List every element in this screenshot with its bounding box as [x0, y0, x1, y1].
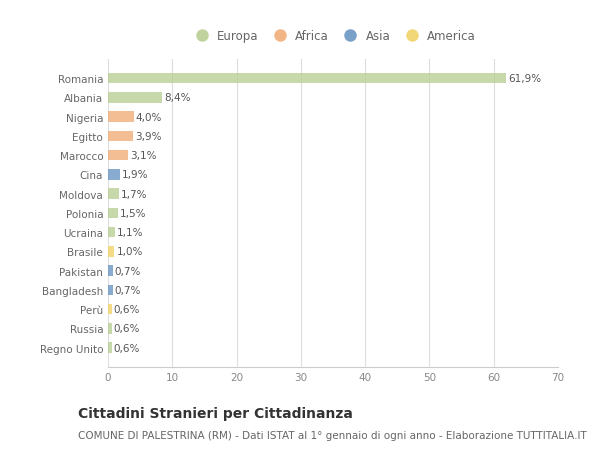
Bar [108, 324, 112, 334]
Bar [108, 73, 506, 84]
Text: COMUNE DI PALESTRINA (RM) - Dati ISTAT al 1° gennaio di ogni anno - Elaborazione: COMUNE DI PALESTRINA (RM) - Dati ISTAT a… [78, 430, 587, 440]
Text: 1,5%: 1,5% [119, 208, 146, 218]
Text: 3,1%: 3,1% [130, 151, 157, 161]
Bar [108, 246, 115, 257]
Bar [108, 189, 119, 200]
Bar [108, 285, 113, 296]
Text: 1,0%: 1,0% [116, 247, 143, 257]
Text: Cittadini Stranieri per Cittadinanza: Cittadini Stranieri per Cittadinanza [78, 406, 353, 420]
Text: 1,1%: 1,1% [117, 228, 143, 238]
Bar [108, 151, 128, 161]
Text: 0,6%: 0,6% [114, 343, 140, 353]
Text: 4,0%: 4,0% [136, 112, 162, 123]
Text: 0,6%: 0,6% [114, 304, 140, 314]
Text: 3,9%: 3,9% [135, 132, 161, 141]
Text: 1,9%: 1,9% [122, 170, 149, 180]
Bar [108, 304, 112, 315]
Bar [108, 112, 134, 123]
Legend: Europa, Africa, Asia, America: Europa, Africa, Asia, America [185, 26, 481, 48]
Text: 61,9%: 61,9% [508, 74, 541, 84]
Bar [108, 208, 118, 219]
Bar [108, 343, 112, 353]
Bar [108, 227, 115, 238]
Text: 0,7%: 0,7% [115, 266, 141, 276]
Text: 8,4%: 8,4% [164, 93, 190, 103]
Text: 0,6%: 0,6% [114, 324, 140, 334]
Bar [108, 266, 113, 276]
Bar [108, 170, 120, 180]
Bar [108, 131, 133, 142]
Text: 1,7%: 1,7% [121, 189, 148, 199]
Bar [108, 93, 162, 103]
Text: 0,7%: 0,7% [115, 285, 141, 295]
